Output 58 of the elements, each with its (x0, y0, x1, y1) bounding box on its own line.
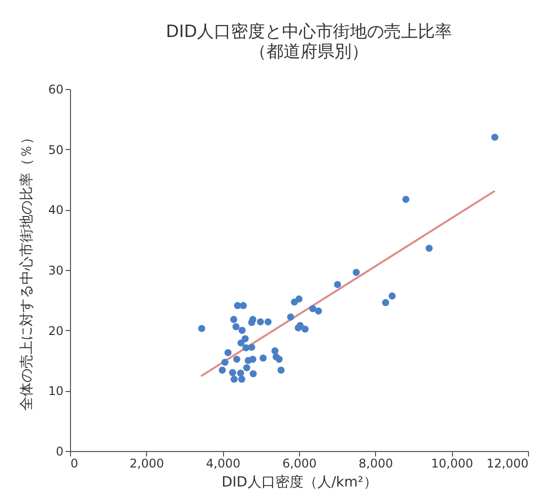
point (230, 376, 238, 383)
x-tick-label: 6,000 (282, 456, 317, 470)
x-tick-label: 2,000 (130, 456, 164, 470)
y-tick-label: 30 (48, 264, 64, 278)
point (229, 369, 236, 376)
point (334, 280, 342, 288)
y-tick-label: 60 (48, 82, 64, 96)
point (232, 323, 240, 330)
chart-title: DID人口密度と中心市街地の売上比率 (166, 22, 452, 42)
x-axis-title: DID人口密度（人/km²） (222, 474, 378, 490)
y-axis-title: 全体の売上に対する中心市街地の比率（％） (19, 130, 36, 410)
point (260, 354, 267, 362)
point (242, 335, 249, 342)
x-tick-label: 12,000 (486, 456, 528, 470)
point (278, 366, 285, 374)
point (287, 314, 294, 321)
y-tick-label: 0 (56, 444, 64, 458)
point (250, 370, 257, 378)
point (221, 358, 228, 366)
point (294, 324, 302, 332)
point (198, 324, 206, 332)
point (237, 339, 245, 347)
point (402, 196, 410, 203)
point (382, 299, 390, 306)
point (230, 316, 238, 323)
y-tick-label: 50 (48, 142, 64, 157)
point (240, 302, 247, 310)
point (302, 326, 309, 333)
point (243, 364, 250, 372)
point (238, 376, 246, 383)
point (248, 344, 256, 351)
point (237, 370, 244, 377)
point (233, 356, 240, 363)
point (388, 292, 396, 300)
point (309, 305, 316, 312)
x-tick-label: 0 (70, 456, 78, 470)
point (248, 318, 256, 326)
point (491, 134, 498, 141)
y-tick-label: 40 (48, 203, 64, 218)
y-tick-label: 20 (48, 324, 64, 338)
point (295, 295, 303, 302)
point (249, 356, 256, 363)
point (271, 347, 278, 354)
x-tick-label: 4,000 (206, 456, 240, 470)
x-tick-label: 10,000 (431, 456, 474, 470)
point (256, 318, 264, 326)
point (224, 349, 232, 356)
point (264, 318, 272, 326)
point (352, 268, 360, 276)
point (238, 326, 246, 334)
chart-subtitle: （都道府県別） (250, 42, 368, 62)
point (276, 356, 283, 363)
point (218, 366, 226, 374)
x-tick-label: 8,000 (358, 456, 394, 470)
point (314, 308, 322, 315)
y-tick-label: 10 (48, 384, 64, 398)
point (426, 244, 433, 252)
point (234, 302, 242, 310)
